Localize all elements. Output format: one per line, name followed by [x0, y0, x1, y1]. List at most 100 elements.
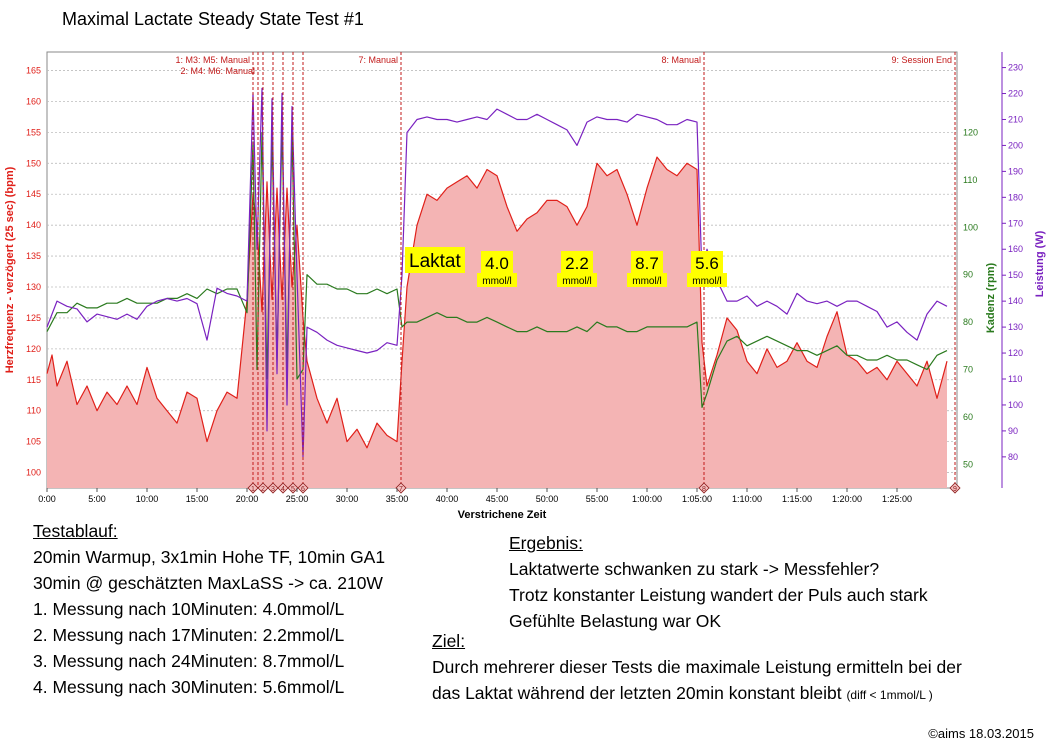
testablauf-heading: Testablauf: [33, 521, 118, 541]
power-tick-label: 170 [1008, 218, 1023, 228]
marker-pin-label: 3 [271, 486, 275, 493]
power-tick-label: 210 [1008, 114, 1023, 124]
hr-tick-label: 150 [26, 158, 41, 168]
lactate-unit: mmol/l [562, 276, 591, 287]
ergebnis-line: Laktatwerte schwanken zu stark -> Messfe… [509, 559, 880, 579]
lactate-unit-bg [687, 273, 727, 287]
hr-tick-label: 105 [26, 437, 41, 447]
lactate-value-bg [691, 251, 723, 273]
ergebnis-block: Ergebnis: Laktatwerte schwanken zu stark… [509, 530, 928, 634]
x-tick-label: 50:00 [536, 494, 559, 504]
power-tick-label: 110 [1008, 374, 1022, 384]
lactate-value-bg [561, 251, 593, 273]
lactate-unit-bg [557, 273, 597, 287]
marker-label: 9: Session End [891, 55, 952, 65]
testablauf-line: 30min @ geschätzten MaxLaSS -> ca. 210W [33, 573, 383, 593]
marker-pin [277, 482, 289, 494]
hr-tick-label: 110 [27, 406, 41, 416]
lactate-value: 2.2 [565, 254, 589, 273]
marker-label: 7: Manual [358, 55, 398, 65]
page-title: Maximal Lactate Steady State Test #1 [62, 9, 364, 29]
marker-pin [698, 482, 710, 494]
power-tick-label: 190 [1008, 166, 1023, 176]
series-line-herzfrequenz [46, 156, 948, 449]
power-tick-label: 100 [1008, 400, 1023, 410]
ziel-block: Ziel: Durch mehrerer dieser Tests die ma… [432, 628, 962, 708]
x-tick-label: 35:00 [386, 494, 409, 504]
lactate-unit: mmol/l [632, 276, 661, 287]
ergebnis-line: Gefühlte Belastung war OK [509, 611, 722, 631]
cadence-tick-label: 110 [963, 175, 977, 185]
ergebnis-line: Trotz konstanter Leistung wandert der Pu… [509, 585, 928, 605]
hr-tick-label: 100 [26, 468, 41, 478]
testablauf-block: Testablauf: 20min Warmup, 3x1min Hohe TF… [33, 518, 385, 700]
power-tick-label: 130 [1008, 322, 1023, 332]
power-tick-label: 120 [1008, 348, 1023, 358]
lactate-unit-bg [477, 273, 517, 287]
lactate-unit: mmol/l [692, 276, 721, 287]
y-axis-right2-label: Leistung (W) [1034, 230, 1046, 297]
x-tick-label: 1:00:00 [632, 494, 662, 504]
x-tick-label: 30:00 [336, 494, 359, 504]
y-axis-right1-label: Kadenz (rpm) [985, 263, 997, 334]
x-tick-label: 45:00 [486, 494, 509, 504]
power-tick-label: 150 [1008, 270, 1023, 280]
hr-tick-label: 140 [26, 220, 41, 230]
marker-pin [297, 482, 309, 494]
lactate-unit-bg [627, 273, 667, 287]
hr-tick-label: 115 [27, 375, 41, 385]
x-tick-label: 10:00 [136, 494, 159, 504]
testablauf-line: 3. Messung nach 24Minuten: 8.7mmol/L [33, 651, 345, 671]
cadence-tick-label: 60 [963, 412, 973, 422]
x-tick-label: 20:00 [236, 494, 259, 504]
hr-tick-label: 125 [26, 313, 41, 323]
testablauf-line: 1. Messung nach 10Minuten: 4.0mmol/L [33, 599, 345, 619]
x-tick-label: 5:00 [88, 494, 106, 504]
marker-pin-label: 5 [291, 486, 295, 493]
hr-tick-label: 135 [26, 251, 41, 261]
power-tick-label: 160 [1008, 244, 1023, 254]
marker-pin [949, 482, 961, 494]
cadence-tick-label: 90 [963, 270, 973, 280]
marker-pin [257, 482, 269, 494]
x-tick-label: 1:10:00 [732, 494, 762, 504]
axes: 1001051101151201251301351401451501551601… [26, 52, 1023, 504]
marker-pin-label: 7 [399, 486, 403, 493]
x-tick-label: 0:00 [38, 494, 56, 504]
ziel-line2-text: das Laktat während der letzten 20min kon… [432, 683, 842, 703]
marker-pin-label: 6 [301, 486, 305, 493]
marker-pin [287, 482, 299, 494]
x-tick-label: 1:05:00 [682, 494, 712, 504]
marker-pin-label: 9 [953, 486, 957, 493]
power-tick-label: 90 [1008, 426, 1018, 436]
copyright: ©aims 18.03.2015 [928, 726, 1034, 741]
lactate-title: Laktat [409, 251, 461, 272]
lactate-labels: Laktat 4.0 mmol/l 2.2 mmol/l 8.7 mmol/l 5.6 mmol… [405, 247, 727, 287]
testablauf-line: 2. Messung nach 17Minuten: 2.2mmol/L [33, 625, 345, 645]
hr-tick-label: 130 [26, 282, 41, 292]
x-tick-label: 25:00 [286, 494, 309, 504]
x-tick-label: 55:00 [586, 494, 609, 504]
ergebnis-heading: Ergebnis: [509, 533, 583, 553]
power-tick-label: 220 [1008, 89, 1023, 99]
marker-pin [395, 482, 407, 494]
hr-tick-label: 155 [26, 127, 41, 137]
marker-label: 2: M4: M6: Manual [180, 66, 255, 76]
x-tick-label: 1:20:00 [832, 494, 862, 504]
power-tick-label: 140 [1008, 296, 1023, 306]
lactate-value-bg [481, 251, 513, 273]
lactate-title-bg [405, 247, 465, 273]
lactate-value-bg [631, 251, 663, 273]
lactate-value: 5.6 [695, 254, 719, 273]
ziel-line: Durch mehrerer dieser Tests die maximale… [432, 657, 962, 677]
lactate-value: 8.7 [635, 254, 659, 273]
testablauf-line: 4. Messung nach 30Minuten: 5.6mmol/L [33, 677, 345, 697]
ziel-heading: Ziel: [432, 631, 466, 651]
series-line-kadenz [46, 127, 948, 408]
marker-label: 8: Manual [661, 55, 701, 65]
power-tick-label: 230 [1008, 63, 1023, 73]
hr-tick-label: 120 [26, 344, 41, 354]
power-tick-label: 80 [1008, 452, 1018, 462]
